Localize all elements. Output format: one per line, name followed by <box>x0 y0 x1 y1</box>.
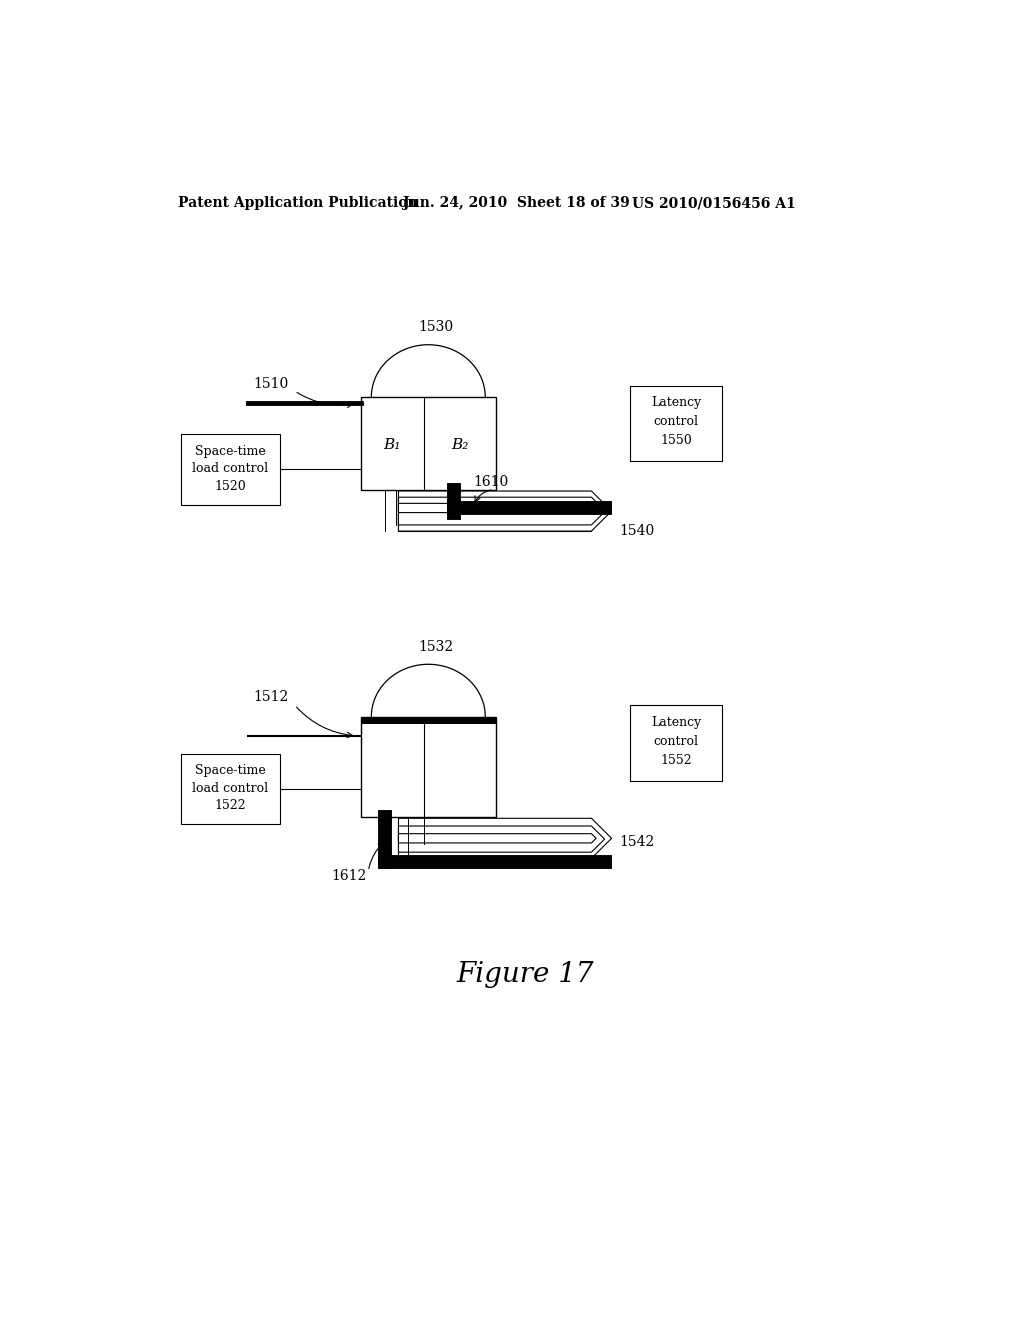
Text: Space-time: Space-time <box>195 764 265 777</box>
Bar <box>180 754 280 825</box>
Bar <box>630 385 722 461</box>
Text: Figure 17: Figure 17 <box>456 961 594 989</box>
Text: B₁: B₁ <box>383 438 400 453</box>
Bar <box>630 705 722 780</box>
Text: Patent Application Publication: Patent Application Publication <box>178 197 418 210</box>
Bar <box>180 434 280 506</box>
Bar <box>360 717 496 723</box>
Text: 1512: 1512 <box>254 690 289 705</box>
Text: 1550: 1550 <box>660 434 692 447</box>
Text: 1532: 1532 <box>419 639 454 653</box>
Text: Latency: Latency <box>651 715 701 729</box>
Text: 1610: 1610 <box>473 475 508 488</box>
Text: B₂: B₂ <box>451 438 468 453</box>
Bar <box>360 717 496 817</box>
Text: 1522: 1522 <box>214 800 246 813</box>
Text: Jun. 24, 2010  Sheet 18 of 39: Jun. 24, 2010 Sheet 18 of 39 <box>403 197 630 210</box>
Bar <box>360 397 496 490</box>
Polygon shape <box>398 834 596 843</box>
Text: Latency: Latency <box>651 396 701 409</box>
Text: 1542: 1542 <box>620 836 654 849</box>
Text: 1520: 1520 <box>214 480 246 492</box>
Bar <box>398 498 592 525</box>
Text: 1612: 1612 <box>331 869 367 883</box>
Text: 1552: 1552 <box>660 754 692 767</box>
Text: load control: load control <box>193 462 268 475</box>
Polygon shape <box>398 498 605 525</box>
Text: load control: load control <box>193 781 268 795</box>
Text: 1510: 1510 <box>254 378 289 391</box>
Polygon shape <box>398 826 604 853</box>
Text: US 2010/0156456 A1: US 2010/0156456 A1 <box>632 197 796 210</box>
Text: control: control <box>653 735 698 748</box>
Polygon shape <box>398 503 596 512</box>
Text: 1530: 1530 <box>419 319 454 334</box>
Polygon shape <box>398 818 611 858</box>
Text: Space-time: Space-time <box>195 445 265 458</box>
Text: control: control <box>653 416 698 428</box>
Polygon shape <box>398 491 611 531</box>
Text: 1540: 1540 <box>620 524 654 539</box>
Bar <box>398 491 592 531</box>
